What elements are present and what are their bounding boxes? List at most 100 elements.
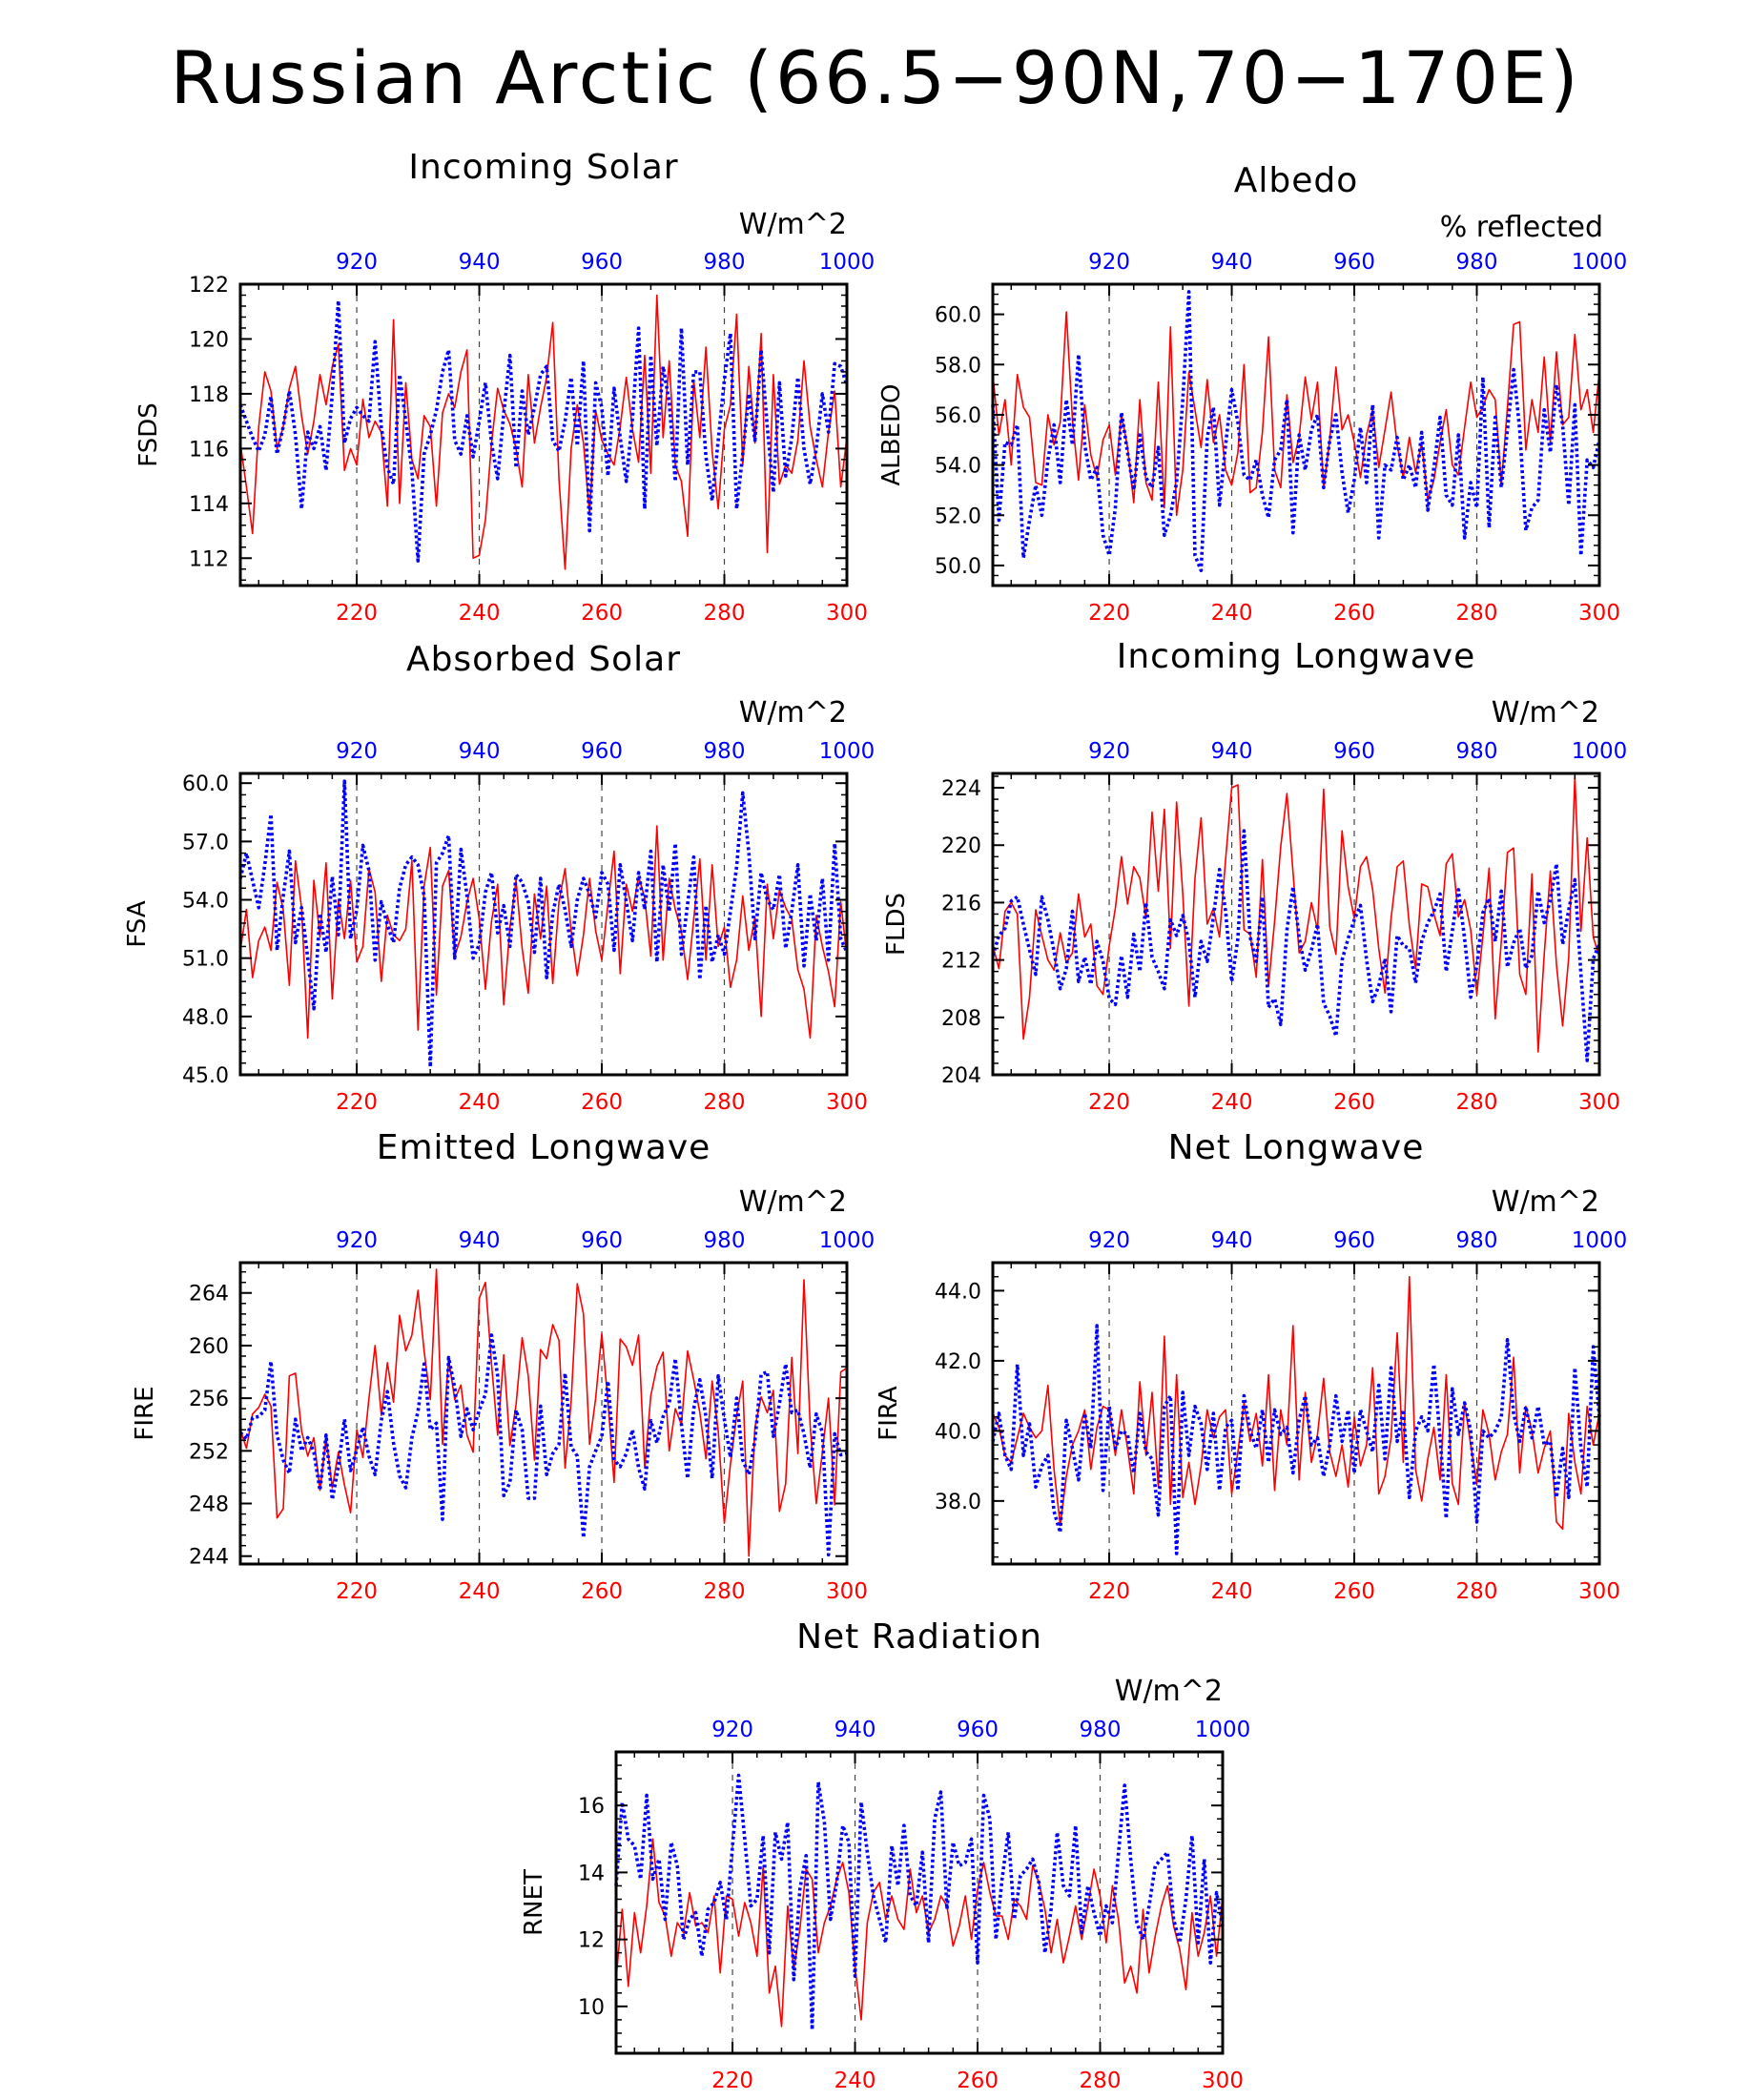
- x-tick-label-top: 980: [704, 739, 746, 764]
- x-tick-label-bottom: 260: [581, 1090, 623, 1115]
- x-tick-label-bottom: 260: [1333, 1090, 1375, 1115]
- x-tick-label-top: 960: [957, 1718, 999, 1742]
- x-tick-label-bottom: 300: [826, 601, 868, 626]
- y-tick-label: 54.0: [935, 455, 981, 479]
- x-tick-label-top: 1000: [819, 739, 876, 764]
- y-tick-label: 204: [941, 1064, 981, 1088]
- x-tick-label-top: 1000: [1572, 250, 1628, 275]
- x-tick-label-bottom: 260: [581, 1579, 623, 1604]
- panel-net-radiation: Net Radiation W/m^2 RNET 10 12 14 16 220 920 2…: [520, 1617, 1250, 2093]
- panel-absorbed-solar: Absorbed Solar W/m^2 FSA 45.0 48.0 51.0 54.…: [123, 640, 875, 1115]
- y-tick-label: 120: [189, 328, 229, 352]
- panel-title: Incoming Solar: [408, 148, 678, 187]
- x-tick-label-top: 980: [1456, 1228, 1498, 1253]
- y-tick-label: 10: [578, 1996, 605, 2020]
- y-tick-label: 48.0: [182, 1006, 229, 1030]
- x-tick-label-bottom: 220: [1088, 1579, 1130, 1604]
- y-tick-label: 248: [189, 1493, 229, 1517]
- y-tick-label: 38.0: [935, 1491, 981, 1514]
- plot-frame: [238, 772, 849, 1077]
- panel-title: Absorbed Solar: [406, 640, 681, 679]
- y-tick-label: 56.0: [935, 404, 981, 428]
- figure-title: Russian Arctic (66.5−90N,70−170E): [170, 35, 1580, 120]
- plot-frame: [614, 1750, 1225, 2055]
- x-tick-label-bottom: 280: [1456, 1090, 1498, 1115]
- x-tick-label-bottom: 220: [336, 1579, 378, 1604]
- y-tick-label: 60.0: [935, 304, 981, 328]
- x-tick-label-top: 1000: [1572, 1228, 1628, 1253]
- y-tick-label: 58.0: [935, 354, 981, 378]
- y-tick-label: 114: [189, 493, 229, 517]
- series-red-line: [615, 1838, 1224, 2028]
- y-tick-label: 40.0: [935, 1420, 981, 1444]
- y-tick-label: 216: [941, 892, 981, 916]
- panel-title: Albedo: [1234, 161, 1359, 200]
- panel-title: Incoming Longwave: [1117, 637, 1476, 676]
- y-tick-label: 45.0: [182, 1064, 229, 1088]
- x-tick-label-top: 940: [459, 739, 501, 764]
- panel-net-longwave: Net Longwave W/m^2 FIRA 38.0 40.0 42.0 44.0…: [875, 1128, 1627, 1604]
- x-tick-label-bottom: 280: [1080, 2069, 1122, 2093]
- x-tick-label-bottom: 260: [1333, 1579, 1375, 1604]
- x-tick-label-bottom: 220: [1088, 601, 1130, 626]
- x-tick-label-bottom: 300: [1578, 1090, 1620, 1115]
- x-tick-label-top: 980: [1080, 1718, 1122, 1742]
- plot-frame: [991, 282, 1601, 587]
- series-red-line: [239, 1268, 848, 1557]
- x-tick-label-top: 960: [1333, 739, 1375, 764]
- x-tick-label-top: 920: [1088, 250, 1130, 275]
- x-tick-label-top: 960: [581, 1228, 623, 1253]
- series-blue-line: [991, 829, 1601, 1062]
- y-tick-label: 244: [189, 1546, 229, 1570]
- plot-frame: [991, 772, 1601, 1077]
- y-tick-label: 44.0: [935, 1280, 981, 1304]
- x-tick-label-bottom: 240: [459, 601, 501, 626]
- x-tick-label-top: 1000: [819, 250, 876, 275]
- series-blue-line: [991, 1324, 1601, 1555]
- x-tick-label-bottom: 240: [459, 1579, 501, 1604]
- x-tick-label-bottom: 300: [1202, 2069, 1244, 2093]
- panel-albedo: Albedo % reflected ALBEDO 50.0 52.0 54.0 56…: [877, 161, 1627, 626]
- units-label: W/m^2: [739, 696, 847, 730]
- y-tick-label: 14: [578, 1862, 605, 1885]
- y-axis-label: FIRA: [875, 1386, 903, 1441]
- x-tick-label-top: 940: [1211, 1228, 1253, 1253]
- x-tick-label-top: 920: [336, 739, 378, 764]
- y-tick-label: 264: [189, 1283, 229, 1307]
- x-tick-label-bottom: 220: [336, 601, 378, 626]
- x-tick-label-top: 980: [1456, 739, 1498, 764]
- y-tick-label: 212: [941, 950, 981, 974]
- x-tick-label-top: 920: [336, 250, 378, 275]
- y-tick-label: 51.0: [182, 948, 229, 972]
- units-label: W/m^2: [1492, 1185, 1599, 1219]
- y-tick-label: 224: [941, 777, 981, 801]
- plot-frame: [238, 282, 849, 587]
- x-tick-label-top: 940: [459, 250, 501, 275]
- x-tick-label-top: 980: [704, 250, 746, 275]
- panel-incoming-longwave: Incoming Longwave W/m^2 FLDS 204 208 212 21…: [882, 637, 1627, 1115]
- x-tick-label-top: 920: [336, 1228, 378, 1253]
- x-tick-label-bottom: 260: [581, 601, 623, 626]
- x-tick-label-bottom: 240: [1211, 1579, 1253, 1604]
- y-tick-label: 54.0: [182, 890, 229, 914]
- x-tick-label-bottom: 280: [1456, 601, 1498, 626]
- x-tick-label-top: 980: [704, 1228, 746, 1253]
- x-tick-label-bottom: 220: [1088, 1090, 1130, 1115]
- x-tick-label-bottom: 300: [1578, 1579, 1620, 1604]
- y-axis-label: FIRE: [131, 1386, 159, 1440]
- x-tick-label-top: 940: [1211, 739, 1253, 764]
- x-tick-label-bottom: 280: [704, 601, 746, 626]
- units-label: W/m^2: [1115, 1675, 1223, 1708]
- y-tick-label: 220: [941, 834, 981, 858]
- y-tick-label: 12: [578, 1929, 605, 1953]
- y-tick-label: 60.0: [182, 772, 229, 796]
- x-tick-label-top: 940: [1211, 250, 1253, 275]
- x-tick-label-bottom: 280: [704, 1579, 746, 1604]
- x-tick-label-bottom: 300: [826, 1090, 868, 1115]
- y-axis-label: FLDS: [882, 893, 911, 956]
- x-tick-label-top: 920: [1088, 739, 1130, 764]
- units-label: W/m^2: [739, 1185, 847, 1219]
- x-tick-label-top: 980: [1456, 250, 1498, 275]
- panel-title: Net Longwave: [1168, 1128, 1425, 1167]
